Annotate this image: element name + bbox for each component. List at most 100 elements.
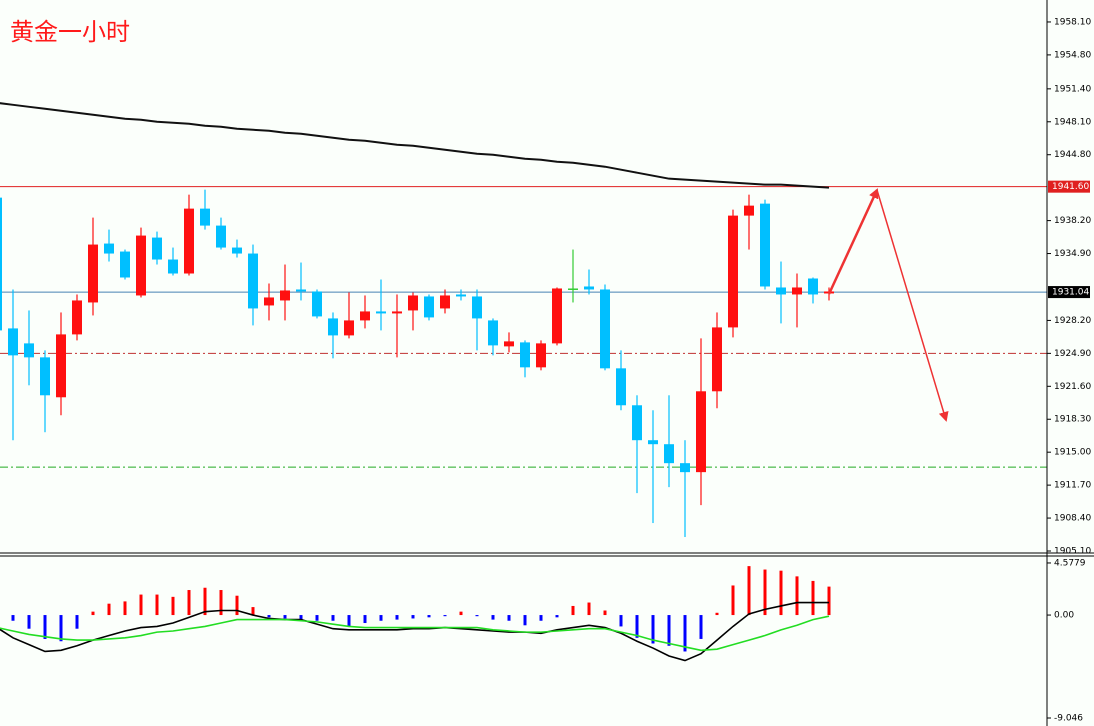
candle-body xyxy=(632,405,642,441)
histogram-bar xyxy=(43,615,47,639)
histogram-bar xyxy=(555,615,559,618)
y-tick-label: 1938.20 xyxy=(1054,216,1091,226)
histogram-bar xyxy=(75,615,79,629)
plot-area: 1958.10 1954.80 1951.40 1948.10 1944.80 1938.… xyxy=(0,17,1091,723)
candle-body xyxy=(520,342,530,368)
histogram-bar xyxy=(315,615,319,621)
histogram-bar xyxy=(331,615,335,621)
histogram-bar xyxy=(139,594,143,616)
candle-body xyxy=(472,296,482,319)
candle-body xyxy=(424,296,434,318)
y-tick-label: 1918.30 xyxy=(1054,415,1091,425)
histogram-bar xyxy=(155,594,159,616)
candle-body xyxy=(728,215,738,328)
price-label: 1931.04 xyxy=(1052,288,1089,298)
histogram-bar xyxy=(699,615,703,639)
moving-average xyxy=(0,102,830,189)
candle-body xyxy=(552,288,562,344)
candle-body xyxy=(600,289,610,369)
histogram-bar xyxy=(59,615,63,642)
candle-body xyxy=(24,343,34,358)
histogram-bar xyxy=(475,615,479,617)
candle-body xyxy=(40,357,50,396)
candle-body xyxy=(760,203,770,287)
candle-body xyxy=(328,318,338,336)
candle-body xyxy=(712,327,722,392)
histogram-bar xyxy=(667,615,671,646)
histogram-bar xyxy=(715,612,719,616)
histogram-bar xyxy=(107,603,111,616)
y-tick-label: -9.046 xyxy=(1054,713,1083,723)
candle-body xyxy=(792,287,802,295)
candle-body xyxy=(680,463,690,473)
candle-body xyxy=(808,278,818,295)
y-tick-label: 1921.60 xyxy=(1054,382,1091,392)
arrow-up xyxy=(827,188,879,295)
histogram-bar xyxy=(379,615,383,621)
histogram-bar xyxy=(187,590,191,616)
y-tick-label: 4.5779 xyxy=(1054,558,1086,568)
candle-body xyxy=(104,243,114,254)
candle-body xyxy=(280,290,290,301)
histogram-bar xyxy=(363,615,367,624)
candle-body xyxy=(568,288,578,290)
histogram-bar xyxy=(443,615,447,617)
candle-body xyxy=(344,320,354,336)
candle-body xyxy=(232,247,242,254)
histogram-bar xyxy=(283,615,287,619)
histogram-bar xyxy=(219,590,223,616)
histogram-bar xyxy=(171,596,175,616)
y-tick-label: 1954.80 xyxy=(1054,50,1091,60)
candle-body xyxy=(440,295,450,309)
histogram-bar xyxy=(347,615,351,627)
candle-body xyxy=(376,311,386,314)
indicator-line xyxy=(0,615,830,652)
candle-body xyxy=(296,289,306,292)
y-tick-label: 1915.00 xyxy=(1054,448,1091,458)
candle-body xyxy=(616,368,626,406)
y-tick-label: 1958.10 xyxy=(1054,17,1091,27)
histogram-bar xyxy=(267,615,271,618)
histogram-bar xyxy=(779,570,783,616)
histogram-bar xyxy=(395,615,399,620)
histogram-bar xyxy=(251,607,255,616)
histogram-bar xyxy=(235,595,239,616)
histogram-bar xyxy=(507,615,511,621)
candle-body xyxy=(264,297,274,306)
histogram-bar xyxy=(795,576,799,616)
histogram-bar xyxy=(571,605,575,616)
price-label: 1941.60 xyxy=(1052,182,1089,192)
candle-body xyxy=(536,343,546,368)
candle-body xyxy=(56,334,66,398)
histogram-bar xyxy=(123,601,127,616)
histogram-bar xyxy=(683,615,687,652)
price-label-box xyxy=(1048,180,1090,193)
y-tick-label: 1934.90 xyxy=(1054,249,1091,259)
histogram-bar xyxy=(747,566,751,616)
candle-body xyxy=(136,235,146,296)
histogram-bar xyxy=(811,580,815,616)
histogram-bar xyxy=(203,587,207,616)
candle-body xyxy=(200,208,210,226)
candle-body xyxy=(216,225,226,248)
histogram-bar xyxy=(651,615,655,644)
histogram-bar xyxy=(539,615,543,621)
y-tick-label: 1908.40 xyxy=(1054,514,1091,524)
histogram-bar xyxy=(603,610,607,616)
histogram-bar xyxy=(459,611,463,616)
y-tick-label: 1951.40 xyxy=(1054,84,1091,94)
candle-body xyxy=(0,197,2,331)
candle-body xyxy=(648,440,658,445)
y-tick-label: 0.00 xyxy=(1054,611,1074,621)
price-label-box xyxy=(1048,286,1090,299)
histogram-bar xyxy=(491,615,495,620)
arrow-down xyxy=(876,189,949,422)
histogram-bar xyxy=(635,615,639,638)
y-tick-label: 1911.70 xyxy=(1054,481,1091,491)
candle-body xyxy=(88,244,98,303)
y-tick-label: 1905.10 xyxy=(1054,547,1091,557)
candle-body xyxy=(696,391,706,473)
candle-body xyxy=(456,294,466,297)
histogram-bar xyxy=(827,586,831,616)
candle-body xyxy=(584,286,594,290)
